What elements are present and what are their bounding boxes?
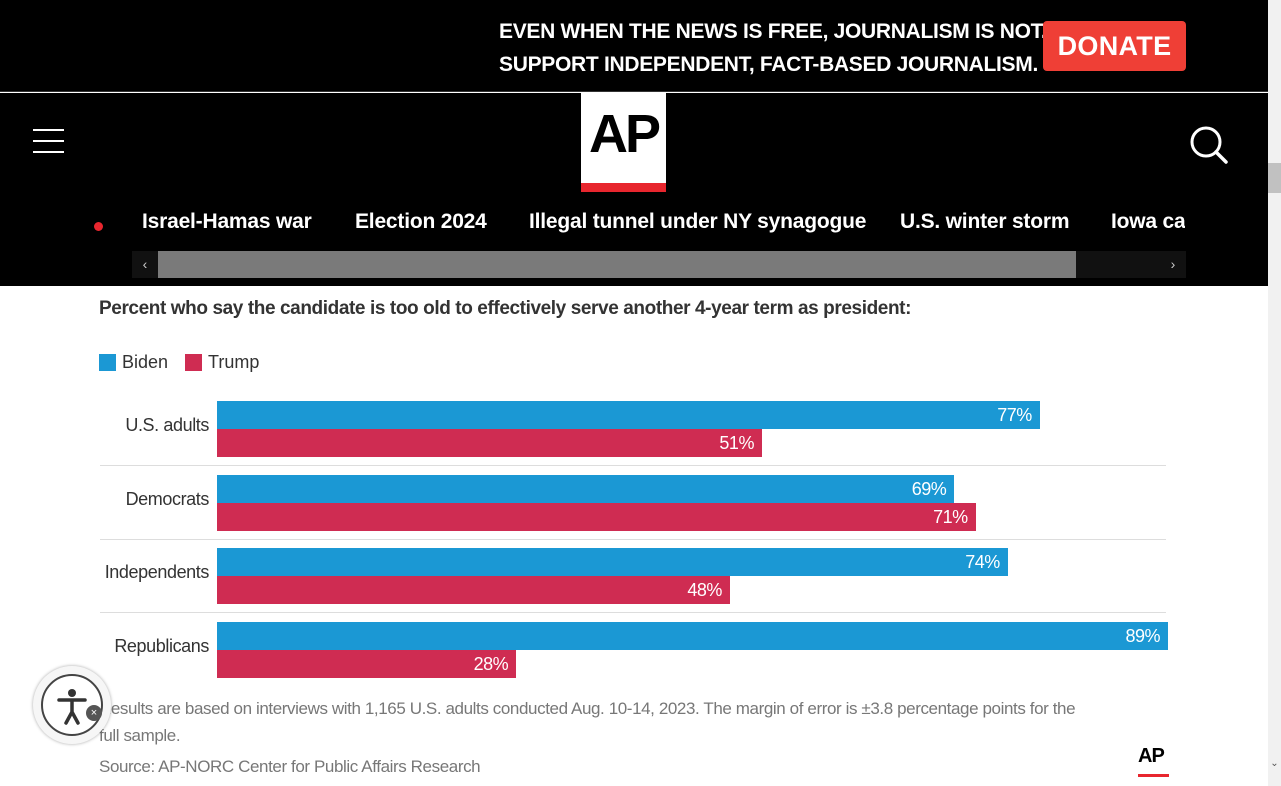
ap-footer-logo-text: AP (1138, 745, 1165, 767)
legend-label-biden: Biden (122, 352, 169, 372)
live-dot-icon (94, 222, 103, 231)
accessibility-icon[interactable]: × (33, 666, 111, 744)
nav-item-election-2024[interactable]: Election 2024 (355, 210, 487, 233)
banner-message: EVEN WHEN THE NEWS IS FREE, JOURNALISM I… (499, 15, 1047, 81)
hamburger-menu-icon[interactable] (33, 129, 64, 155)
bar-chart: U.S. adults 77% 51% Democrats 69% 71% Independ… (99, 395, 1169, 685)
scroll-right-icon[interactable]: › (1170, 256, 1176, 272)
chart-title: Percent who say the candidate is too old… (99, 298, 912, 319)
bar-trump: 28% (217, 650, 517, 679)
category-label: Democrats (125, 488, 210, 509)
nav-scrollbar[interactable]: ‹ › (132, 251, 1186, 278)
methodology-note: Results are based on interviews with 1,1… (99, 699, 1076, 745)
chart-source: Source: AP-NORC Center for Public Affair… (99, 757, 481, 776)
site-header: AP Israel-Hamas war Election 2024 Illega… (0, 93, 1268, 286)
bar-trump: 48% (217, 576, 730, 605)
bar-biden: 69% (217, 474, 955, 503)
bar-value-label: 89% (1125, 626, 1160, 647)
category-label: Independents (104, 562, 210, 583)
bar-value-label: 69% (911, 478, 947, 499)
bar-biden: 89% (217, 622, 1168, 651)
bar-biden: 77% (217, 401, 1040, 429)
bar-trump: 51% (217, 429, 762, 457)
page-scroll-thumb[interactable] (1268, 163, 1281, 193)
donate-button[interactable]: DONATE (1043, 21, 1186, 71)
banner-line-2: SUPPORT INDEPENDENT, FACT-BASED JOURNALI… (499, 53, 1038, 76)
search-icon[interactable] (1188, 124, 1228, 164)
nav-item-winter-storm[interactable]: U.S. winter storm (900, 210, 1070, 233)
legend-swatch-trump (185, 354, 203, 371)
scroll-down-icon[interactable]: ⌄ (1270, 758, 1279, 769)
ap-logo[interactable]: AP (581, 93, 666, 192)
logo-text: AP (588, 104, 661, 164)
bar-biden: 74% (217, 548, 1008, 577)
legend-swatch-biden (99, 354, 116, 371)
ap-footer-logo: AP (1138, 745, 1169, 777)
category-label: Republicans (114, 636, 209, 657)
row-divider (100, 465, 1166, 466)
scroll-left-icon[interactable]: ‹ (142, 256, 148, 272)
bar-value-label: 48% (687, 580, 722, 601)
category-label: U.S. adults (125, 415, 209, 435)
nav-scroll-thumb[interactable] (158, 251, 1076, 278)
row-divider (100, 612, 1166, 614)
nav-item-tunnel[interactable]: Illegal tunnel under NY synagogue (529, 210, 867, 233)
bar-value-label: 74% (965, 552, 1000, 573)
bar-value-label: 71% (933, 506, 968, 527)
support-banner: EVEN WHEN THE NEWS IS FREE, JOURNALISM I… (0, 0, 1268, 92)
banner-line-1: EVEN WHEN THE NEWS IS FREE, JOURNALISM I… (499, 20, 1047, 43)
bar-value-label: 28% (473, 654, 509, 675)
page-scrollbar[interactable]: ⌄ (1268, 0, 1281, 786)
bar-value-label: 77% (997, 405, 1032, 425)
legend-label-trump: Trump (208, 352, 260, 372)
close-accessibility-icon[interactable]: × (86, 705, 102, 721)
chart-legend: Biden Trump (99, 352, 276, 373)
nav-item-israel-hamas[interactable]: Israel-Hamas war (142, 210, 312, 233)
bar-value-label: 51% (719, 433, 754, 453)
trending-nav: Israel-Hamas war Election 2024 Illegal t… (0, 206, 1268, 246)
bar-trump: 71% (217, 502, 976, 531)
nav-item-iowa[interactable]: Iowa ca (1111, 210, 1186, 233)
row-divider (100, 538, 1166, 540)
